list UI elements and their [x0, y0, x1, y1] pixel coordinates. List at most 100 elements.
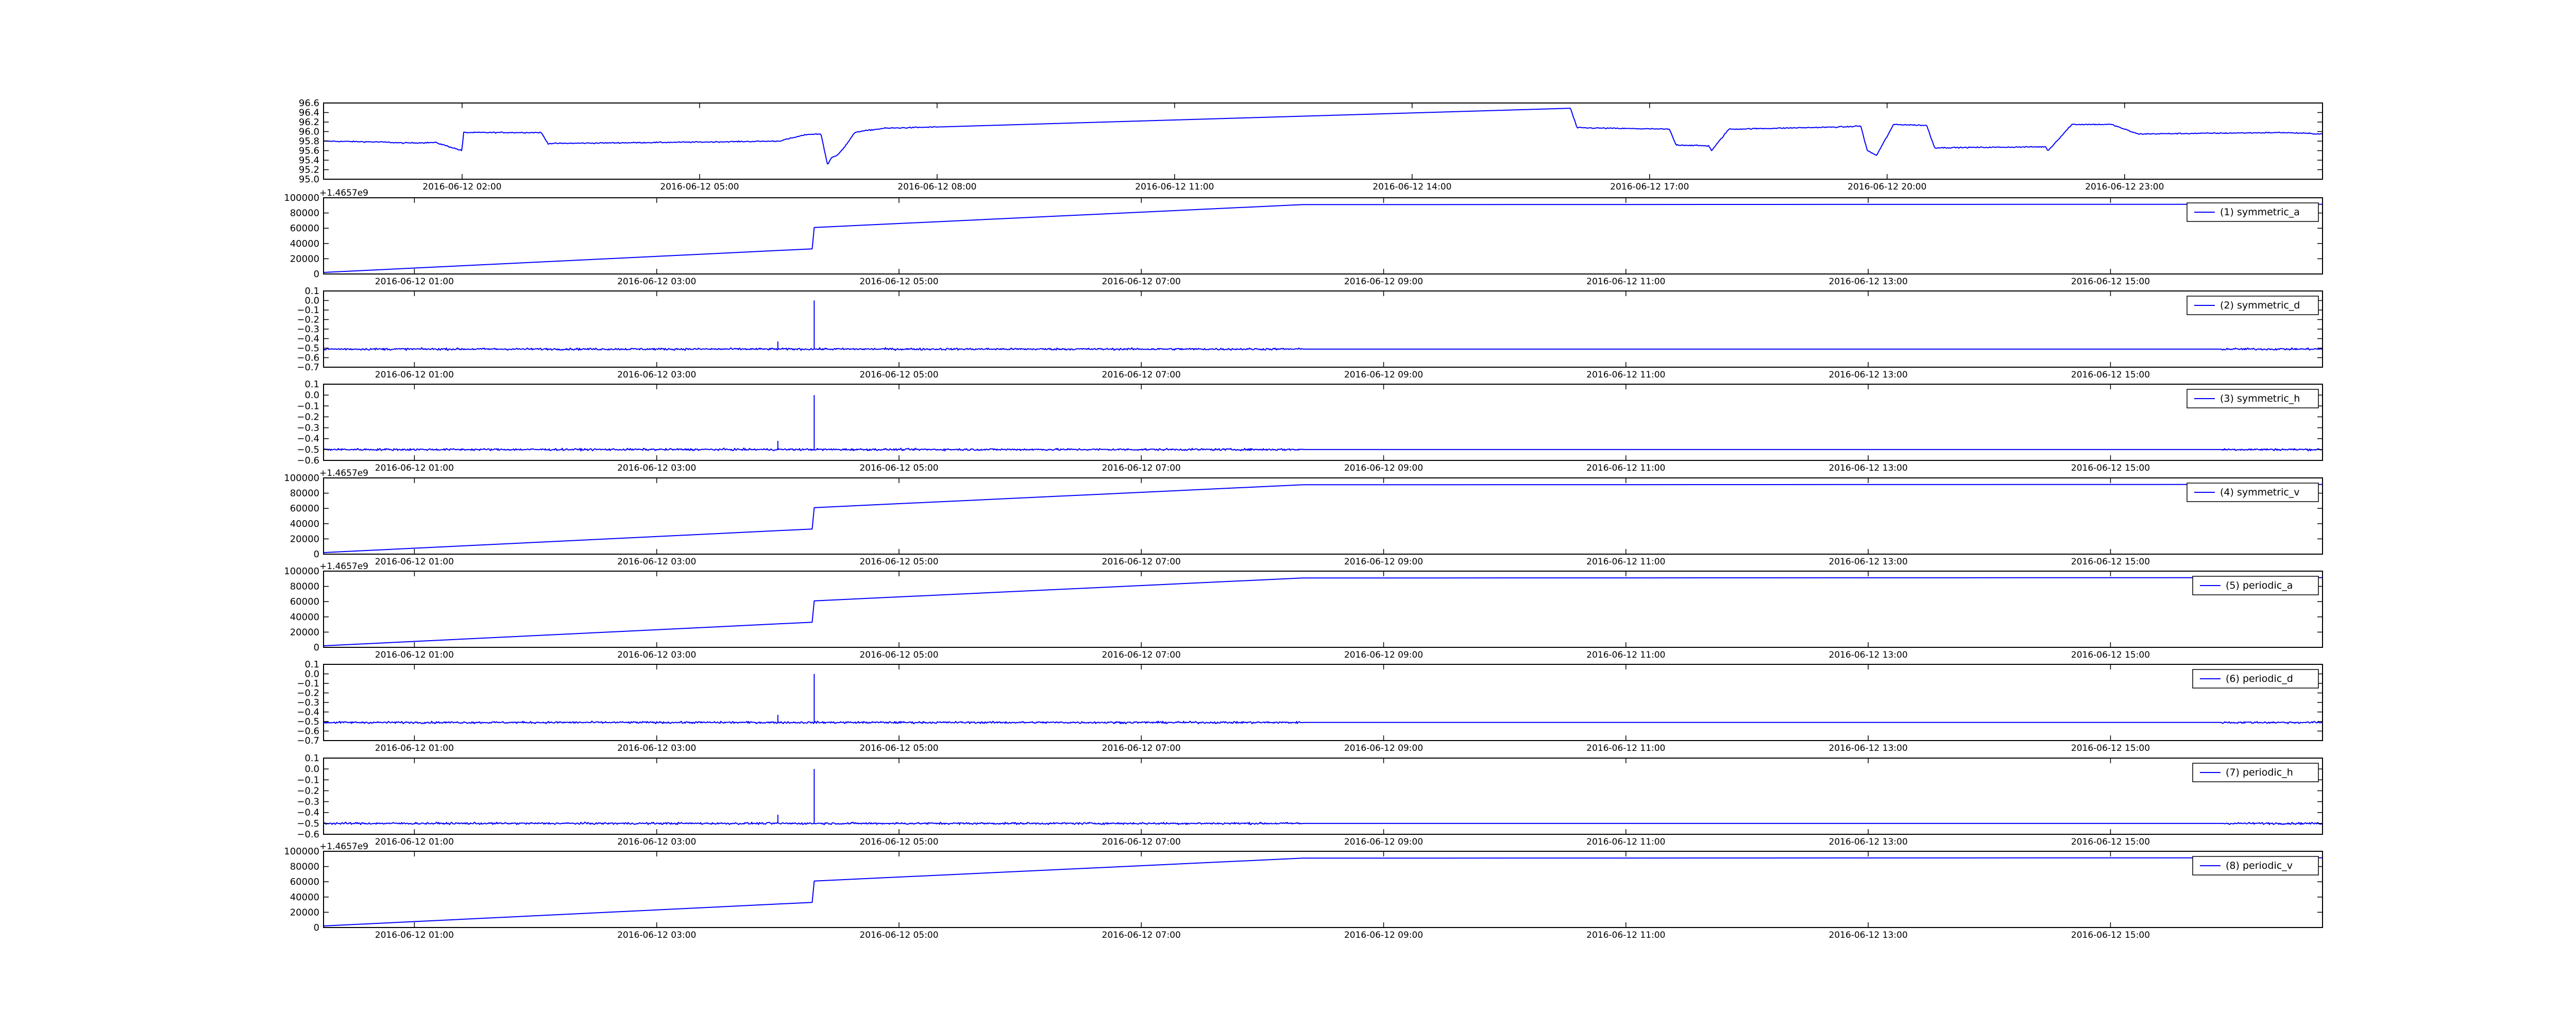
- y-tick-label: 96.4: [299, 108, 319, 118]
- x-tick-label: 2016-06-12 03:00: [617, 743, 696, 753]
- series-line: [323, 720, 2323, 725]
- y-tick-label: 0.0: [304, 390, 319, 401]
- y-tick-label: −0.2: [297, 688, 319, 699]
- subplot-3: −0.7−0.6−0.5−0.4−0.3−0.2−0.10.00.1 2016-0…: [297, 286, 2323, 380]
- legend-label: (6) periodic_d: [2226, 673, 2293, 684]
- x-tick-label: 2016-06-12 05:00: [859, 463, 938, 473]
- y-tick-label: 60000: [290, 223, 319, 234]
- y-tick-label: 100000: [284, 193, 319, 203]
- y-tick-label: 80000: [290, 581, 319, 592]
- legend: (5) periodic_a: [2192, 576, 2319, 595]
- y-tick-label: 20000: [290, 534, 319, 544]
- legend-label: (2) symmetric_d: [2220, 300, 2300, 311]
- y-tick-label: 96.0: [299, 127, 319, 138]
- y-tick-label: −0.6: [297, 353, 319, 364]
- x-tick-label: 2016-06-12 11:00: [1586, 743, 1665, 753]
- legend: (3) symmetric_h: [2187, 389, 2319, 408]
- y-tick-label: −0.4: [297, 808, 319, 818]
- x-tick-label: 2016-06-12 15:00: [2071, 370, 2150, 380]
- x-tick-label: 2016-06-12 09:00: [1344, 650, 1423, 660]
- y-tick-label: −0.5: [297, 716, 319, 727]
- y-tick-label: −0.4: [297, 707, 319, 718]
- y-tick-label: −0.6: [297, 726, 319, 737]
- y-tick-label: 0.1: [304, 753, 319, 764]
- x-tick-label: 2016-06-12 03:00: [617, 650, 696, 660]
- x-tick-label: 2016-06-12 07:00: [1102, 837, 1181, 847]
- y-tick-label: −0.1: [297, 775, 319, 785]
- x-tick-label: 2016-06-12 09:00: [1344, 837, 1423, 847]
- x-tick-label: 2016-06-12 14:00: [1372, 182, 1451, 192]
- x-tick-label: 2016-06-12 01:00: [375, 837, 454, 847]
- y-tick-label: 0: [314, 922, 319, 933]
- subplot-2: 0 20000 40000 60000 80000 100000 2016-06-12 01…: [284, 188, 2323, 287]
- axes-frame: [323, 851, 2323, 928]
- axes-frame: [323, 664, 2323, 741]
- x-tick-label: 2016-06-12 09:00: [1344, 277, 1423, 287]
- axes-frame: [323, 758, 2323, 835]
- y-tick-label: 0: [314, 642, 319, 653]
- x-tick-label: 2016-06-12 05:00: [859, 650, 938, 660]
- y-tick-label: 40000: [290, 519, 319, 529]
- x-tick-label: 2016-06-12 01:00: [375, 557, 454, 567]
- y-tick-label: −0.4: [297, 334, 319, 345]
- y-tick-label: −0.3: [297, 423, 319, 434]
- x-tick-label: 2016-06-12 11:00: [1586, 930, 1665, 940]
- y-tick-label: −0.3: [297, 324, 319, 335]
- y-tick-label: 40000: [290, 892, 319, 903]
- x-tick-label: 2016-06-12 13:00: [1829, 837, 1908, 847]
- y-tick-label: −0.1: [297, 678, 319, 689]
- subplot-6: 0 20000 40000 60000 80000 100000 2016-06-12 01…: [284, 561, 2323, 660]
- axes-frame: [323, 477, 2323, 555]
- series-line: [323, 484, 2323, 553]
- x-tick-label: 2016-06-12 03:00: [617, 930, 696, 940]
- y-tick-label: 80000: [290, 488, 319, 499]
- subplot-8: −0.6−0.5−0.4−0.3−0.2−0.10.00.1 2016-06-12…: [297, 753, 2323, 847]
- y-tick-label: 0: [314, 269, 319, 280]
- x-tick-label: 2016-06-12 13:00: [1829, 370, 1908, 380]
- axis-offset-label: +1.4657e9: [319, 468, 368, 478]
- series-line: [323, 108, 2323, 165]
- y-tick-label: −0.6: [297, 829, 319, 840]
- x-tick-label: 2016-06-12 01:00: [375, 277, 454, 287]
- y-tick-label: 0.0: [304, 764, 319, 775]
- axes-frame: [323, 571, 2323, 648]
- series-line: [323, 821, 2323, 826]
- x-tick-label: 2016-06-12 13:00: [1829, 930, 1908, 940]
- x-tick-label: 2016-06-12 07:00: [1102, 930, 1181, 940]
- y-tick-label: −0.3: [297, 797, 319, 808]
- x-tick-label: 2016-06-12 15:00: [2071, 837, 2150, 847]
- x-tick-label: 2016-06-12 13:00: [1829, 463, 1908, 473]
- axes-frame: [323, 290, 2323, 368]
- y-tick-label: 0.0: [304, 669, 319, 680]
- x-tick-label: 2016-06-12 03:00: [617, 463, 696, 473]
- y-tick-label: 0: [314, 549, 319, 560]
- x-tick-label: 2016-06-12 03:00: [617, 557, 696, 567]
- x-tick-label: 2016-06-12 05:00: [859, 277, 938, 287]
- y-tick-label: −0.2: [297, 785, 319, 796]
- series-line: [323, 857, 2323, 926]
- x-tick-label: 2016-06-12 01:00: [375, 370, 454, 380]
- y-tick-label: −0.7: [297, 735, 319, 746]
- x-tick-label: 2016-06-12 23:00: [2085, 182, 2164, 192]
- legend: (8) periodic_v: [2192, 856, 2319, 876]
- y-tick-label: −0.1: [297, 401, 319, 411]
- y-tick-label: 20000: [290, 627, 319, 638]
- y-tick-label: −0.5: [297, 444, 319, 455]
- x-tick-label: 2016-06-12 15:00: [2071, 650, 2150, 660]
- legend: (7) periodic_h: [2192, 763, 2319, 782]
- y-tick-label: 95.6: [299, 146, 319, 157]
- y-tick-label: 40000: [290, 612, 319, 623]
- y-tick-label: −0.1: [297, 305, 319, 316]
- y-tick-label: 100000: [284, 473, 319, 484]
- series-line: [323, 577, 2323, 646]
- subplot-7: −0.7−0.6−0.5−0.4−0.3−0.2−0.10.00.1 2016-0…: [297, 659, 2323, 753]
- x-tick-label: 2016-06-12 09:00: [1344, 463, 1423, 473]
- y-tick-label: 0.1: [304, 286, 319, 297]
- y-tick-label: 95.4: [299, 155, 319, 166]
- subplot-1: 95.095.295.495.695.896.096.296.496.6 2016…: [299, 98, 2323, 192]
- legend: (2) symmetric_d: [2187, 296, 2319, 315]
- x-tick-label: 2016-06-12 15:00: [2071, 557, 2150, 567]
- x-tick-label: 2016-06-12 09:00: [1344, 743, 1423, 753]
- x-tick-label: 2016-06-12 07:00: [1102, 650, 1181, 660]
- axis-offset-label: +1.4657e9: [319, 188, 368, 198]
